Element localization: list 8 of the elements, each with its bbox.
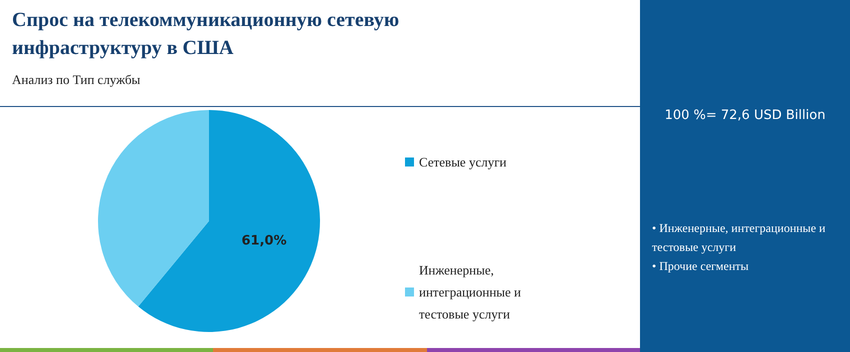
text: • Прочие сегменты	[652, 258, 750, 275]
text: 100 %= 72,6 USD Billion	[664, 108, 826, 123]
legend-label: Инженерные, интеграционные и тестовые услуги	[419, 262, 524, 322]
chart-title: Спрос на телекоммуникационную сетевую инфраструктуру в США	[12, 8, 400, 61]
chart-subtitle: Анализ по Тип службы	[12, 72, 140, 88]
data-label: 61,0%	[241, 233, 287, 248]
text: • Инженерные, интеграционные и тестовые услуги	[652, 220, 826, 256]
legend-label: Сетевые услуги	[419, 154, 507, 170]
